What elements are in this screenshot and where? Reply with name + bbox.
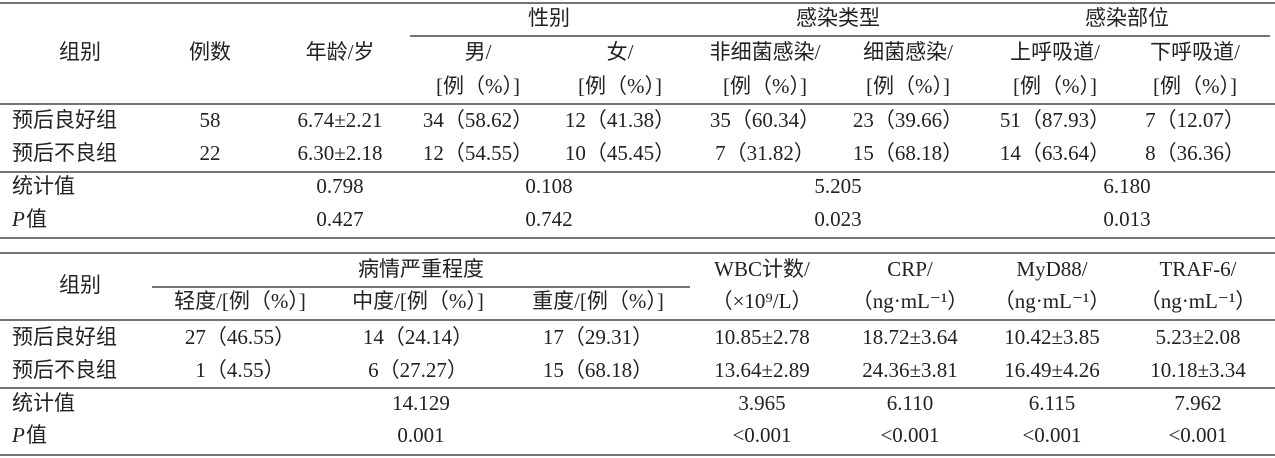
stat-label: 值 xyxy=(26,207,47,231)
cell: 12（41.38） xyxy=(565,108,675,132)
header: TRAF-6/ xyxy=(1159,257,1236,281)
stat-value: <0.001 xyxy=(880,423,939,447)
header-unit: [例（%）] xyxy=(866,74,950,98)
row-label: 预后良好组 xyxy=(12,325,117,349)
header: 例数 xyxy=(189,40,231,64)
stat-label: 统计值 xyxy=(12,391,75,415)
header: 细菌感染/ xyxy=(863,40,953,64)
cell: 1（4.55） xyxy=(195,358,284,382)
row-label: 预后不良组 xyxy=(12,358,117,382)
cell: 6（27.27） xyxy=(368,358,468,382)
header: 下呼吸道/ xyxy=(1150,40,1240,64)
header-unit: [例（%）] xyxy=(1013,74,1097,98)
cell: 10（45.45） xyxy=(565,141,675,165)
header: WBC计数/ xyxy=(714,257,810,281)
stat-value: 6.180 xyxy=(1103,174,1150,198)
header-unit: （ng·mL⁻¹） xyxy=(852,289,969,313)
cell: 10.42±3.85 xyxy=(1004,325,1100,349)
group-header: 性别 xyxy=(528,6,570,30)
header: 女/ xyxy=(607,40,634,64)
cell: 34（58.62） xyxy=(423,108,533,132)
stat-value: 0.001 xyxy=(397,423,444,447)
cell: 13.64±2.89 xyxy=(714,358,810,382)
stat-value: 0.427 xyxy=(316,207,363,231)
header-unit: （×10⁹/L） xyxy=(712,289,813,313)
stat-label: P xyxy=(11,423,25,447)
header: 中度/[例（%）] xyxy=(352,289,484,313)
stat-value: 0.023 xyxy=(814,207,861,231)
header: 男/ xyxy=(465,40,492,64)
header-unit: [例（%）] xyxy=(436,74,520,98)
cell: 14（63.64） xyxy=(1000,141,1110,165)
cell: 7（31.82） xyxy=(715,141,815,165)
header-unit: [例（%）] xyxy=(723,74,807,98)
header-unit: （ng·mL⁻¹） xyxy=(994,289,1111,313)
cell: 58 xyxy=(200,108,221,132)
header: 年龄/岁 xyxy=(306,40,375,64)
cell: 23（39.66） xyxy=(853,108,963,132)
header: 重度/[例（%）] xyxy=(532,289,664,313)
stat-value: 0.013 xyxy=(1103,207,1150,231)
cell: 6.74±2.21 xyxy=(297,108,382,132)
cell: 18.72±3.64 xyxy=(862,325,958,349)
group-header: 病情严重程度 xyxy=(358,257,484,281)
header: 非细菌感染/ xyxy=(710,40,821,64)
cell: 7（12.07） xyxy=(1145,108,1245,132)
cell: 5.23±2.08 xyxy=(1155,325,1240,349)
cell: 8（36.36） xyxy=(1145,141,1245,165)
stat-value: 5.205 xyxy=(814,174,861,198)
cell: 15（68.18） xyxy=(543,358,653,382)
stat-value: 14.129 xyxy=(392,391,450,415)
group-header: 感染类型 xyxy=(796,6,880,30)
cell: 24.36±3.81 xyxy=(862,358,958,382)
stat-value: 0.798 xyxy=(316,174,363,198)
stat-value: 7.962 xyxy=(1174,391,1221,415)
stat-value: <0.001 xyxy=(1022,423,1081,447)
cell: 10.18±3.34 xyxy=(1150,358,1246,382)
header-unit: （ng·mL⁻¹） xyxy=(1140,289,1257,313)
stat-value: 3.965 xyxy=(738,391,785,415)
stat-value: <0.001 xyxy=(732,423,791,447)
cell: 15（68.18） xyxy=(853,141,963,165)
cell: 51（87.93） xyxy=(1000,108,1110,132)
cell: 27（46.55） xyxy=(185,325,295,349)
cell: 22 xyxy=(200,141,221,165)
header: 组别 xyxy=(59,273,101,297)
header: MyD88/ xyxy=(1016,257,1087,281)
cell: 12（54.55） xyxy=(423,141,533,165)
stat-value: <0.001 xyxy=(1168,423,1227,447)
stat-label: 统计值 xyxy=(12,174,75,198)
stat-value: 6.115 xyxy=(1029,391,1075,415)
row-label: 预后良好组 xyxy=(12,108,117,132)
stat-label: P xyxy=(11,207,25,231)
row-label: 预后不良组 xyxy=(12,141,117,165)
header: CRP/ xyxy=(887,257,933,281)
stat-label: 值 xyxy=(26,423,47,447)
group-header: 感染部位 xyxy=(1085,6,1169,30)
cell: 6.30±2.18 xyxy=(297,141,382,165)
stat-value: 0.742 xyxy=(525,207,572,231)
cell: 10.85±2.78 xyxy=(714,325,810,349)
cell: 17（29.31） xyxy=(543,325,653,349)
header: 上呼吸道/ xyxy=(1010,40,1100,64)
stat-value: 6.110 xyxy=(887,391,933,415)
header-unit: [例（%）] xyxy=(578,74,662,98)
cell: 35（60.34） xyxy=(710,108,820,132)
header: 组别 xyxy=(59,40,101,64)
header: 轻度/[例（%）] xyxy=(174,289,306,313)
stat-value: 0.108 xyxy=(525,174,572,198)
cell: 14（24.14） xyxy=(363,325,473,349)
header-unit: [例（%）] xyxy=(1153,74,1237,98)
cell: 16.49±4.26 xyxy=(1004,358,1100,382)
